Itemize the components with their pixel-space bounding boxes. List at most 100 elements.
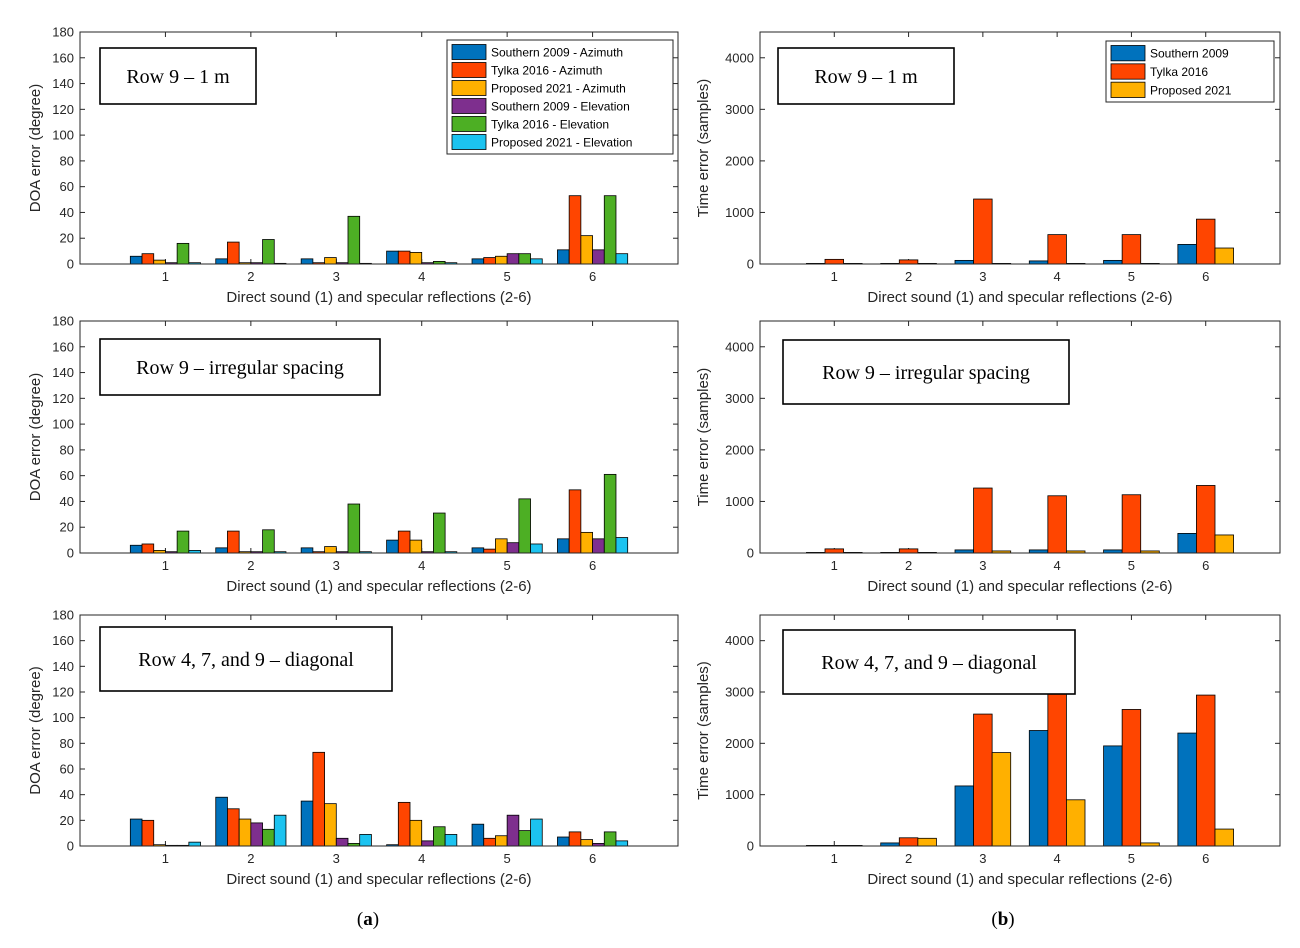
y-tick-label: 100 [52,417,74,432]
bar [1196,694,1216,847]
bar [215,258,228,265]
chart-1: 0 20 40 60 80 100 120 140 160 180 1 2 3 4 5 6 Direct sou… [27,25,679,306]
annotation-box [782,629,1076,695]
bar [324,546,337,554]
y-tick-label: 40 [60,787,74,802]
bar [409,539,423,554]
y-tick-label: 120 [52,391,74,406]
annotation-label: Row 9 – irregular spacing [136,357,344,379]
bar [506,542,520,554]
bar [129,255,143,265]
bar [129,544,143,554]
bar [973,713,993,847]
bar [300,547,314,554]
x-axis-label: Direct sound (1) and specular reflection… [226,871,531,888]
x-tick-label: 3 [333,558,340,573]
bar [324,257,337,265]
subfigure-label-b: (b) [991,909,1014,930]
bar [506,253,520,265]
bar [215,796,228,847]
legend-swatch [451,134,487,150]
bar [592,249,605,265]
chart-5: 0 20 40 60 80 100 120 140 160 180 1 2 3 4 5 6 Direct sou… [27,608,679,888]
bar [444,834,458,847]
bar [615,537,629,554]
x-tick-label: 5 [1128,851,1135,866]
y-tick-label: 100 [52,710,74,725]
x-tick-label: 6 [589,558,596,573]
legend-entry: Tylka 2016 - Azimuth [491,64,602,78]
axes-frame [759,320,1281,554]
bar [603,195,617,265]
legend-swatch [1110,63,1146,80]
y-tick-label: 120 [52,685,74,700]
y-tick-label: 160 [52,633,74,648]
chart-2: 0 1000 2000 3000 4000 1 2 3 4 5 6 Direct sound (1) … [695,31,1281,306]
bar [335,837,349,847]
y-tick-label: 60 [60,762,74,777]
x-tick-label: 1 [162,851,169,866]
annotation-label: Row 9 – 1 m [126,66,230,88]
bar [1121,709,1142,847]
bar [615,840,629,847]
bar [954,785,974,847]
chart-4: 0 1000 2000 3000 4000 1 2 3 4 5 6 Direct sound (1) … [695,320,1281,595]
bar [1103,745,1123,847]
bar [530,543,543,554]
bar [262,828,275,847]
legend-entry: Tylka 2016 - Elevation [491,118,609,132]
bar [1121,234,1142,265]
y-tick-label: 180 [52,25,74,40]
bar [1196,485,1216,554]
bar [991,752,1012,847]
axes-frame [79,614,679,847]
y-axis-label: Time error (samples) [695,368,712,507]
y-tick-label: 2000 [725,442,754,457]
subfigure-label-a: (a) [357,909,379,930]
bar [898,259,919,265]
bar [347,503,361,554]
y-axis-label: DOA error (degree) [27,373,44,501]
legend-entry: Southern 2009 [1150,47,1229,61]
bar [1214,828,1234,847]
bar [227,808,240,847]
x-tick-label: 4 [418,851,425,866]
y-tick-label: 0 [67,546,74,561]
annotation-label: Row 9 – irregular spacing [822,362,1030,384]
bar [1214,247,1234,265]
bar [433,512,446,554]
x-tick-label: 4 [418,558,425,573]
legend-entry: Proposed 2021 - Azimuth [491,82,626,96]
bar [1066,799,1086,847]
y-tick-label: 180 [52,608,74,623]
y-tick-label: 20 [60,813,74,828]
bar [1214,534,1234,554]
annotation-box [777,47,955,105]
y-tick-label: 2000 [725,736,754,751]
annotation-box [99,47,257,105]
legend-entry: Southern 2009 - Elevation [491,100,630,114]
chart-6: 0 1000 2000 3000 4000 1 2 3 4 5 6 Direct sound (1) … [695,614,1281,888]
bar [386,539,399,554]
legend-swatch [451,62,487,78]
bar [954,259,974,265]
x-tick-label: 5 [1128,558,1135,573]
bar [518,253,531,265]
x-tick-label: 6 [1202,269,1209,284]
bar [580,235,593,265]
chart-3: 0 20 40 60 80 100 120 140 160 180 1 2 3 4 5 6 Direct sou… [27,314,679,595]
annotation-label: Row 4, 7, and 9 – diagonal [138,649,354,671]
bar [359,834,372,847]
bar [433,826,446,847]
bar [580,531,593,554]
bar [188,841,201,847]
x-axis-label: Direct sound (1) and specular reflection… [867,289,1172,306]
y-tick-label: 100 [52,128,74,143]
x-tick-label: 1 [162,269,169,284]
x-tick-label: 2 [247,269,254,284]
bar [141,253,155,265]
y-tick-label: 80 [60,442,74,457]
bar [1047,234,1067,265]
y-tick-label: 160 [52,339,74,354]
